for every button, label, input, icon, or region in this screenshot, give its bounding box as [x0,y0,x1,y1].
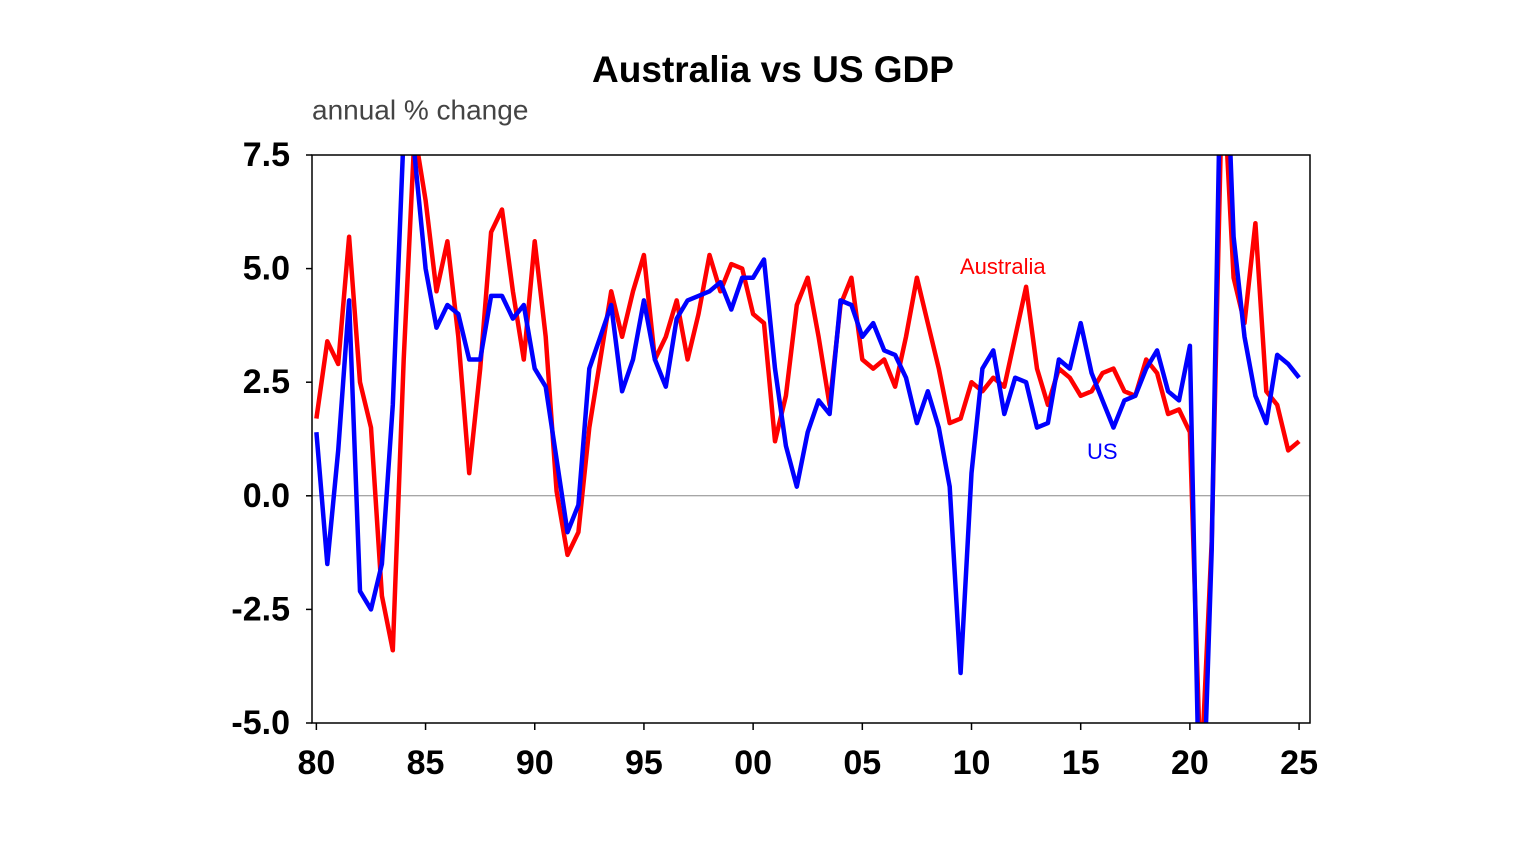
y-tick-label: 0.0 [243,477,290,515]
x-tick-label: 20 [1171,744,1209,782]
y-tick-label: 2.5 [243,363,290,401]
x-tick-label: 00 [734,744,772,782]
y-tick-label: -2.5 [231,590,290,628]
x-tick-label: 05 [843,744,881,782]
x-tick-label: 85 [407,744,445,782]
x-tick-label: 25 [1280,744,1318,782]
legend-label: US [1087,439,1118,464]
chart-subtitle: annual % change [312,94,528,125]
plot-lines [314,155,1301,723]
x-tick-label: 90 [516,744,554,782]
series-line [314,155,1301,723]
y-tick-label: -5.0 [231,704,290,742]
legend-label: Australia [960,254,1046,279]
y-tick-label: 5.0 [243,250,290,288]
x-tick-label: 10 [953,744,991,782]
x-tick-label: 80 [297,744,335,782]
y-tick-label: 7.5 [243,136,290,174]
x-tick-label: 15 [1062,744,1100,782]
x-tick-label: 95 [625,744,663,782]
series-line [314,155,1301,723]
chart-title: Australia vs US GDP [592,49,954,90]
plot-frame [311,154,1311,724]
